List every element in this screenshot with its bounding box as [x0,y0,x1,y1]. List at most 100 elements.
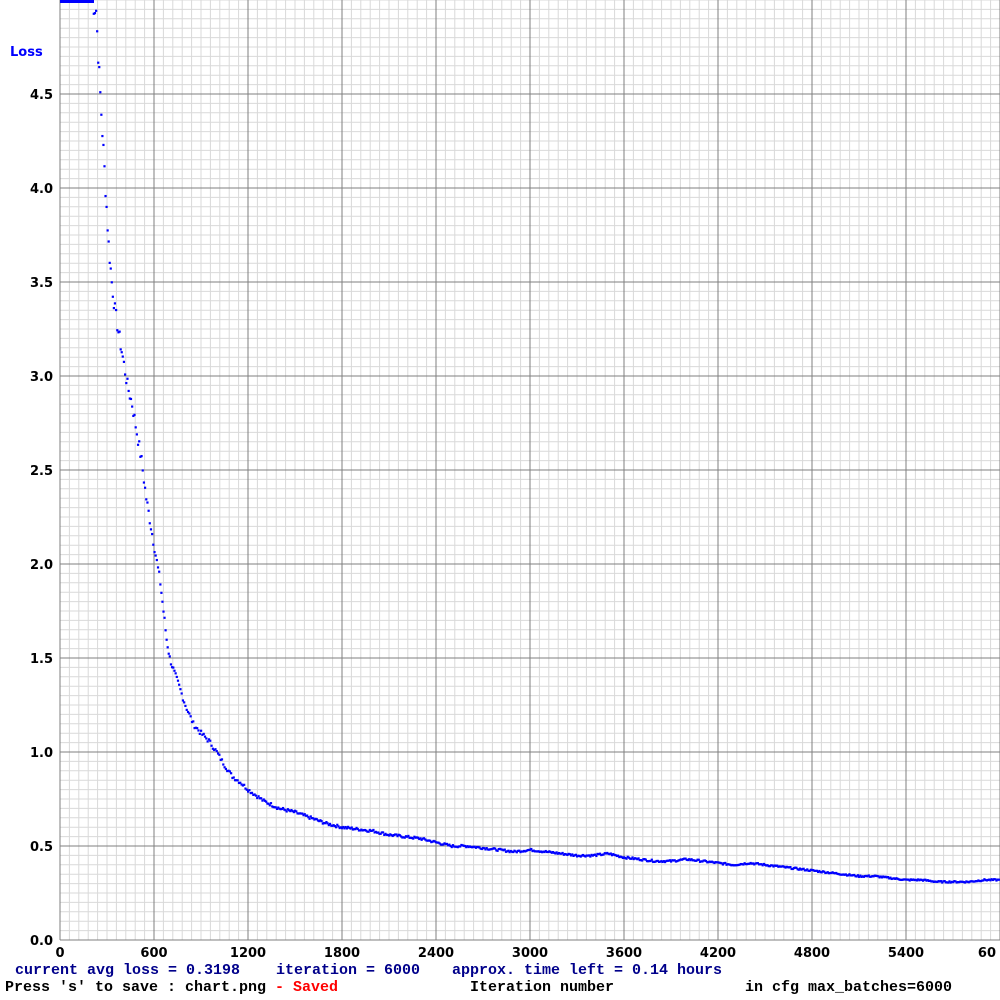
loss-point [708,860,711,863]
loss-point [903,878,906,881]
loss-point [732,864,735,867]
loss-point [365,829,368,832]
loss-point [786,866,790,869]
loss-point [862,875,866,878]
loss-point [572,854,575,858]
loss-point [439,843,443,846]
loss-point [694,859,697,862]
loss-point [750,862,753,865]
loss-point [623,856,626,859]
loss-point [312,817,315,820]
loss-point [920,878,923,881]
loss-point [216,752,220,755]
loss-point [738,863,741,866]
loss-point [213,748,216,752]
loss-point [894,877,897,880]
loss-point [309,815,312,818]
loss-point [638,858,641,862]
loss-point [748,862,751,865]
loss-point [359,829,362,832]
loss-point [139,455,142,458]
loss-point [272,805,275,809]
loss-point [641,859,644,862]
loss-point [226,769,229,773]
loss-point [273,806,276,809]
loss-point [583,854,586,857]
loss-point [131,405,134,408]
loss-point [971,880,974,883]
loss-point [759,863,762,866]
loss-point [925,879,928,882]
loss-point [494,847,497,850]
loss-point [106,229,109,232]
loss-point [537,850,540,853]
loss-point [717,861,720,864]
loss-point [709,860,712,864]
loss-point [104,194,107,198]
loss-point [477,845,480,849]
loss-point [597,853,600,856]
loss-point [279,808,282,811]
loss-point [591,854,594,857]
loss-point [933,880,937,883]
loss-point [600,853,603,857]
loss-point [318,820,321,823]
loss-point [407,834,410,838]
loss-point [257,795,260,798]
loss-point [655,859,658,863]
loss-point [686,858,690,862]
loss-point [231,776,234,780]
loss-point [794,866,797,869]
loss-point [373,831,376,834]
loss-point [941,881,944,884]
loss-point [232,776,235,779]
loss-point [531,849,534,853]
loss-point [943,880,946,883]
loss-point [220,758,224,761]
loss-point [625,857,628,860]
loss-point [853,873,856,877]
loss-point [347,825,350,828]
loss-point [891,877,894,880]
loss-point [926,879,929,882]
loss-point [281,806,285,810]
loss-point [707,861,710,864]
loss-point [467,845,470,849]
loss-point [265,800,268,803]
loss-point [900,878,903,882]
loss-point [127,389,130,393]
loss-point [698,860,702,863]
loss-point [719,861,722,865]
loss-point [883,876,886,879]
loss-point [938,880,941,883]
loss-point [482,846,485,850]
loss-point [688,858,691,861]
loss-point [548,850,551,853]
loss-point [294,809,297,812]
loss-point [304,814,308,817]
saved-status: - Saved [266,979,338,996]
loss-point [560,852,563,855]
loss-point [525,849,528,852]
loss-point [239,781,242,784]
loss-point [126,377,129,380]
loss-point [680,858,684,861]
loss-point [760,863,763,866]
loss-point [330,824,333,827]
loss-point [507,849,510,852]
loss-point [654,860,657,863]
loss-point [972,880,975,883]
loss-point [322,821,326,825]
loss-point [396,835,399,838]
loss-point [125,381,128,385]
loss-point [986,878,990,882]
loss-point [569,854,573,857]
loss-point [203,735,207,738]
loss-point [800,868,803,871]
loss-point [743,862,746,865]
loss-point [438,842,441,845]
loss-point [584,855,587,858]
loss-point [602,853,605,856]
loss-point [826,871,829,874]
